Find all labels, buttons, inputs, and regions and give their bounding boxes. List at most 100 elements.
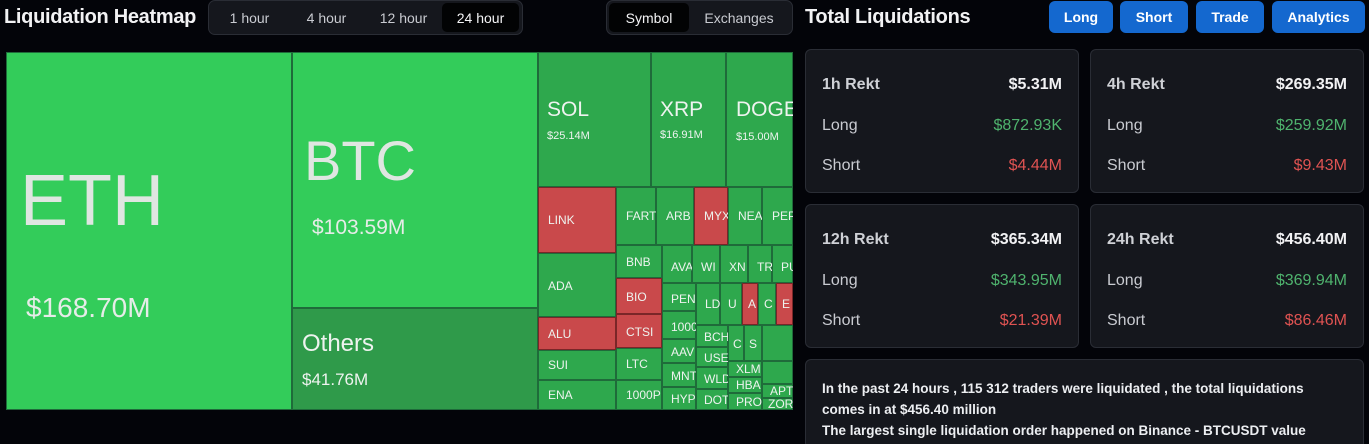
tile-symbol: AVA	[671, 260, 692, 274]
tile-bio[interactable]: BIO	[616, 278, 662, 314]
long-value: $343.95M	[990, 272, 1062, 289]
tile-pro[interactable]: PRO	[728, 393, 762, 410]
tile-eth[interactable]: ETH $168.70M	[6, 52, 292, 410]
long-value: $872.93K	[993, 117, 1062, 134]
tile-xlm[interactable]: XLM	[728, 361, 762, 377]
tile-value: $25.14M	[547, 130, 590, 142]
tile-c[interactable]: C	[758, 283, 776, 325]
tile-c-2[interactable]: C	[728, 325, 744, 361]
tile-pen[interactable]: PEN	[662, 283, 696, 311]
tile-mnt[interactable]: MNT	[662, 363, 696, 387]
tile-others[interactable]: Others $41.76M	[292, 308, 538, 410]
tile-aav[interactable]: AAV	[662, 339, 696, 363]
short-value: $21.39M	[999, 312, 1062, 329]
long-label: Long	[822, 272, 858, 289]
long-button[interactable]: Long	[1049, 1, 1113, 33]
tile-ada[interactable]: ADA	[538, 253, 616, 317]
tile-xrp[interactable]: XRP $16.91M	[651, 52, 726, 187]
tile-symbol: XRP	[660, 98, 704, 121]
tile-pu[interactable]: PU	[772, 245, 793, 283]
short-button[interactable]: Short	[1120, 1, 1188, 33]
tile-ld[interactable]: LD	[696, 283, 720, 325]
tile-ena[interactable]: ENA	[538, 380, 616, 410]
tile-hba[interactable]: HBA	[728, 377, 762, 393]
tile-symbol: ADA	[548, 279, 573, 293]
tile-tr[interactable]: TR	[748, 245, 772, 283]
tile-symbol: 1000P	[626, 388, 661, 402]
tile-myx[interactable]: MYX	[694, 187, 728, 245]
tile-hyp[interactable]: HYP	[662, 387, 696, 410]
trade-button[interactable]: Trade	[1196, 1, 1264, 33]
tile-s[interactable]: S	[744, 325, 762, 361]
tile-bnb[interactable]: BNB	[616, 245, 662, 278]
rekt-card-4h: 4h Rekt $269.35M Long $259.92M Short $9.43M	[1090, 49, 1364, 193]
tile-value: $16.91M	[660, 129, 703, 141]
tile-symbol: C	[733, 337, 742, 351]
tile-1000[interactable]: 1000	[662, 311, 696, 339]
tile-ctsi[interactable]: CTSI	[616, 314, 662, 348]
tile-arb[interactable]: ARB	[656, 187, 694, 245]
tile-xn[interactable]: XN	[720, 245, 748, 283]
card-total: $456.40M	[1275, 231, 1347, 248]
tile-symbol: SUI	[548, 358, 569, 372]
tile-value: $168.70M	[26, 292, 151, 323]
tile-misc-2[interactable]	[762, 361, 793, 384]
tile-zor[interactable]: ZOR	[762, 398, 793, 410]
analytics-button[interactable]: Analytics	[1272, 1, 1365, 33]
tile-apt[interactable]: APT	[762, 384, 793, 398]
tile-ava[interactable]: AVA	[662, 245, 692, 283]
tile-a[interactable]: A	[742, 283, 758, 325]
short-value: $86.46M	[1284, 312, 1347, 329]
tile-alu[interactable]: ALU	[538, 317, 616, 350]
tile-symbol: ENA	[548, 388, 573, 402]
short-value: $9.43M	[1293, 157, 1347, 174]
tile-sui[interactable]: SUI	[538, 350, 616, 380]
long-label: Long	[1107, 117, 1143, 134]
total-liquidations-title: Total Liquidations	[805, 6, 971, 28]
tile-u[interactable]: U	[720, 283, 742, 325]
tile-link[interactable]: LINK	[538, 187, 616, 253]
tile-symbol: LINK	[548, 213, 575, 227]
view-option-symbol[interactable]: Symbol	[609, 3, 689, 32]
tile-e[interactable]: E	[776, 283, 793, 325]
time-option-24h[interactable]: 24 hour	[442, 3, 519, 32]
tile-wld[interactable]: WLD	[696, 367, 728, 389]
tile-symbol: E	[782, 297, 791, 311]
rekt-card-24h: 24h Rekt $456.40M Long $369.94M Short $86.4…	[1090, 204, 1364, 348]
tile-btc[interactable]: BTC $103.59M	[292, 52, 538, 308]
short-label: Short	[1107, 312, 1146, 329]
time-option-4h[interactable]: 4 hour	[306, 9, 347, 26]
tile-symbol: S	[749, 337, 758, 351]
tile-symbol: XN	[729, 260, 746, 274]
heatmap-title: Liquidation Heatmap	[4, 6, 197, 28]
tile-symbol: CTSI	[626, 325, 654, 339]
tile-misc[interactable]	[762, 325, 793, 361]
time-option-12h[interactable]: 12 hour	[379, 9, 428, 26]
tile-ltc[interactable]: LTC	[616, 348, 662, 380]
short-label: Short	[822, 312, 861, 329]
view-option-exchanges[interactable]: Exchanges	[704, 9, 774, 26]
card-label: 4h Rekt	[1107, 76, 1165, 93]
tile-sol[interactable]: SOL $25.14M	[538, 52, 651, 187]
tile-symbol: PEP	[772, 209, 793, 223]
tile-symbol: TR	[757, 260, 772, 274]
tile-use[interactable]: USE	[696, 347, 728, 367]
tile-symbol: BNB	[626, 255, 651, 269]
tile-fart[interactable]: FART	[616, 187, 656, 245]
tile-near[interactable]: NEAR	[728, 187, 762, 245]
time-range-selector: 1 hour 4 hour 12 hour 24 hour	[208, 0, 523, 35]
tile-wi[interactable]: WI	[692, 245, 720, 283]
tile-doge[interactable]: DOGE $15.00M	[726, 52, 793, 187]
liquidation-summary: In the past 24 hours , 115 312 traders w…	[805, 359, 1364, 444]
tile-symbol: WI	[701, 260, 716, 274]
tile-dot[interactable]: DOT	[696, 389, 728, 410]
tile-value: $41.76M	[302, 370, 369, 389]
tile-symbol: WLD	[704, 372, 728, 386]
time-option-1h[interactable]: 1 hour	[229, 9, 270, 26]
tile-symbol: BIO	[626, 290, 647, 304]
tile-pepe[interactable]: PEP	[762, 187, 793, 245]
card-label: 1h Rekt	[822, 76, 880, 93]
tile-1000p[interactable]: 1000P	[616, 380, 662, 410]
tile-bch[interactable]: BCH	[696, 325, 728, 347]
